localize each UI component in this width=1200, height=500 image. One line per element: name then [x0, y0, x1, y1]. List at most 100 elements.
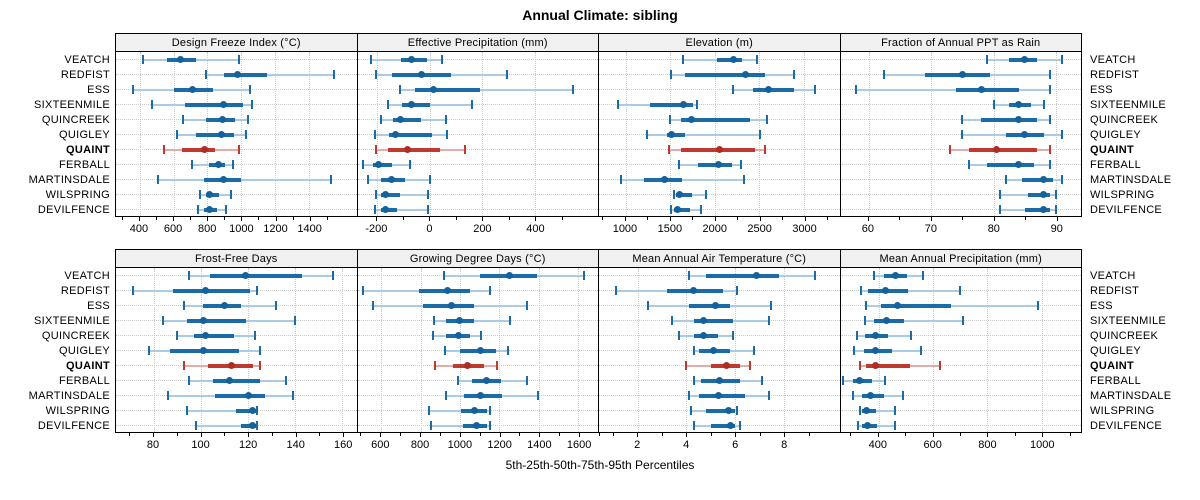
horizontal-gridline — [357, 179, 598, 180]
plot-area — [839, 268, 1082, 433]
median-dot — [894, 302, 902, 309]
median-dot — [764, 86, 772, 93]
whisker-cap — [699, 205, 702, 214]
site-label: MARTINSDALE — [1090, 174, 1172, 186]
median-dot — [1021, 131, 1029, 138]
major-tick — [877, 433, 879, 437]
whisker-cap — [902, 391, 904, 400]
panel-strip: Mean Annual Precipitation (mm) — [839, 249, 1082, 268]
whisker-cap — [444, 346, 447, 355]
tick-label: 800 — [410, 439, 430, 451]
median-dot — [699, 317, 707, 324]
iqr-bar — [184, 102, 243, 107]
whisker-cap — [1042, 100, 1045, 109]
tick-label: 200 — [473, 223, 492, 235]
median-dot — [214, 161, 222, 168]
iqr-bar — [717, 57, 742, 62]
horizontal-gridline — [357, 194, 598, 195]
strip-spacer — [0, 249, 110, 269]
iqr-bar — [688, 303, 731, 308]
plot-area — [598, 52, 841, 217]
whisker-cap — [967, 160, 970, 169]
tick-label: 4 — [683, 439, 690, 451]
median-dot — [220, 302, 228, 309]
site-labels-right: VEATCH REDFIST ESS SIXTEENMILE QUINCREEK QUIG… — [1085, 33, 1200, 241]
site-label: DEVILFENCE — [37, 420, 110, 432]
whisker-cap — [488, 421, 491, 430]
whisker-cap — [1048, 115, 1051, 124]
whisker-cap — [678, 331, 681, 340]
panel-mean-annual-precipitation-mm: Mean Annual Precipitation (mm) 400 600 800 1… — [839, 249, 1082, 457]
site-label: FERBALL — [1090, 375, 1142, 387]
site-label: SIXTEENMILE — [1090, 315, 1167, 327]
strip-spacer — [1090, 249, 1200, 269]
whisker-cap — [488, 286, 491, 295]
range-whisker — [647, 133, 761, 136]
minor-tick — [561, 217, 563, 220]
panel-elevation-m: Elevation (m) 1000 1500 2000 2500 3000 — [598, 33, 841, 241]
median-dot — [244, 392, 252, 399]
whisker-cap — [148, 346, 150, 355]
median-dot — [220, 176, 228, 183]
whisker-cap — [361, 160, 364, 169]
tick-label: 100 — [191, 439, 210, 451]
tick-label: 8 — [781, 439, 788, 451]
whisker-cap — [526, 301, 529, 310]
whisker-cap — [961, 316, 964, 325]
major-tick — [930, 217, 932, 221]
iqr-bar — [1024, 207, 1050, 212]
whisker-cap — [188, 376, 191, 385]
median-dot — [699, 332, 707, 339]
site-label: VEATCH — [64, 270, 110, 282]
whisker-cap — [488, 406, 491, 415]
strip-spacer — [0, 33, 110, 53]
site-labels-left: VEATCH REDFIST ESS SIXTEENMILE QUINCREEK QUIG… — [0, 33, 115, 241]
whisker-cap — [428, 406, 431, 415]
panel-frost-free-days: Frost-Free Days 80 100 120 140 160 — [115, 249, 358, 457]
whisker-cap — [176, 331, 179, 340]
whisker-cap — [690, 406, 693, 415]
x-axis: 600 800 1000 1200 1400 1600 — [357, 433, 600, 457]
whisker-cap — [151, 100, 154, 109]
median-dot — [872, 347, 880, 354]
median-dot — [881, 287, 889, 294]
major-tick — [459, 433, 461, 437]
whisker-cap — [374, 70, 377, 79]
site-label: DEVILFENCE — [1090, 420, 1163, 432]
major-tick — [535, 217, 537, 221]
panels-container-top: Design Freeze Index (°C) 400 600 800 1000 120… — [115, 33, 1085, 241]
whisker-cap — [479, 331, 482, 340]
major-tick — [376, 217, 378, 221]
horizontal-gridline — [116, 209, 357, 210]
median-dot — [454, 332, 462, 339]
whisker-cap — [668, 145, 671, 154]
iqr-bar — [649, 102, 694, 107]
whisker-cap — [883, 70, 886, 79]
whisker-cap — [646, 130, 649, 139]
whisker-cap — [237, 55, 240, 64]
site-label: VEATCH — [1090, 54, 1136, 66]
whisker-cap — [1061, 130, 1064, 139]
whisker-cap — [333, 70, 336, 79]
whisker-cap — [959, 286, 962, 295]
horizontal-gridline — [357, 209, 598, 210]
whisker-cap — [910, 331, 913, 340]
whisker-cap — [842, 376, 845, 385]
median-dot — [712, 302, 720, 309]
whisker-cap — [506, 70, 509, 79]
horizontal-gridline — [357, 119, 598, 120]
minor-tick — [599, 433, 600, 436]
iqr-bar — [987, 162, 1035, 167]
major-tick — [637, 433, 639, 437]
whisker-cap — [1048, 85, 1051, 94]
horizontal-gridline — [840, 275, 1081, 276]
site-label: MARTINSDALE — [1090, 390, 1172, 402]
whisker-cap — [1048, 145, 1051, 154]
whisker-cap — [1048, 70, 1051, 79]
major-tick — [173, 217, 175, 221]
iqr-bar — [212, 378, 260, 383]
median-dot — [477, 392, 485, 399]
whisker-cap — [369, 55, 372, 64]
iqr-bar — [866, 363, 910, 368]
median-dot — [725, 407, 733, 414]
